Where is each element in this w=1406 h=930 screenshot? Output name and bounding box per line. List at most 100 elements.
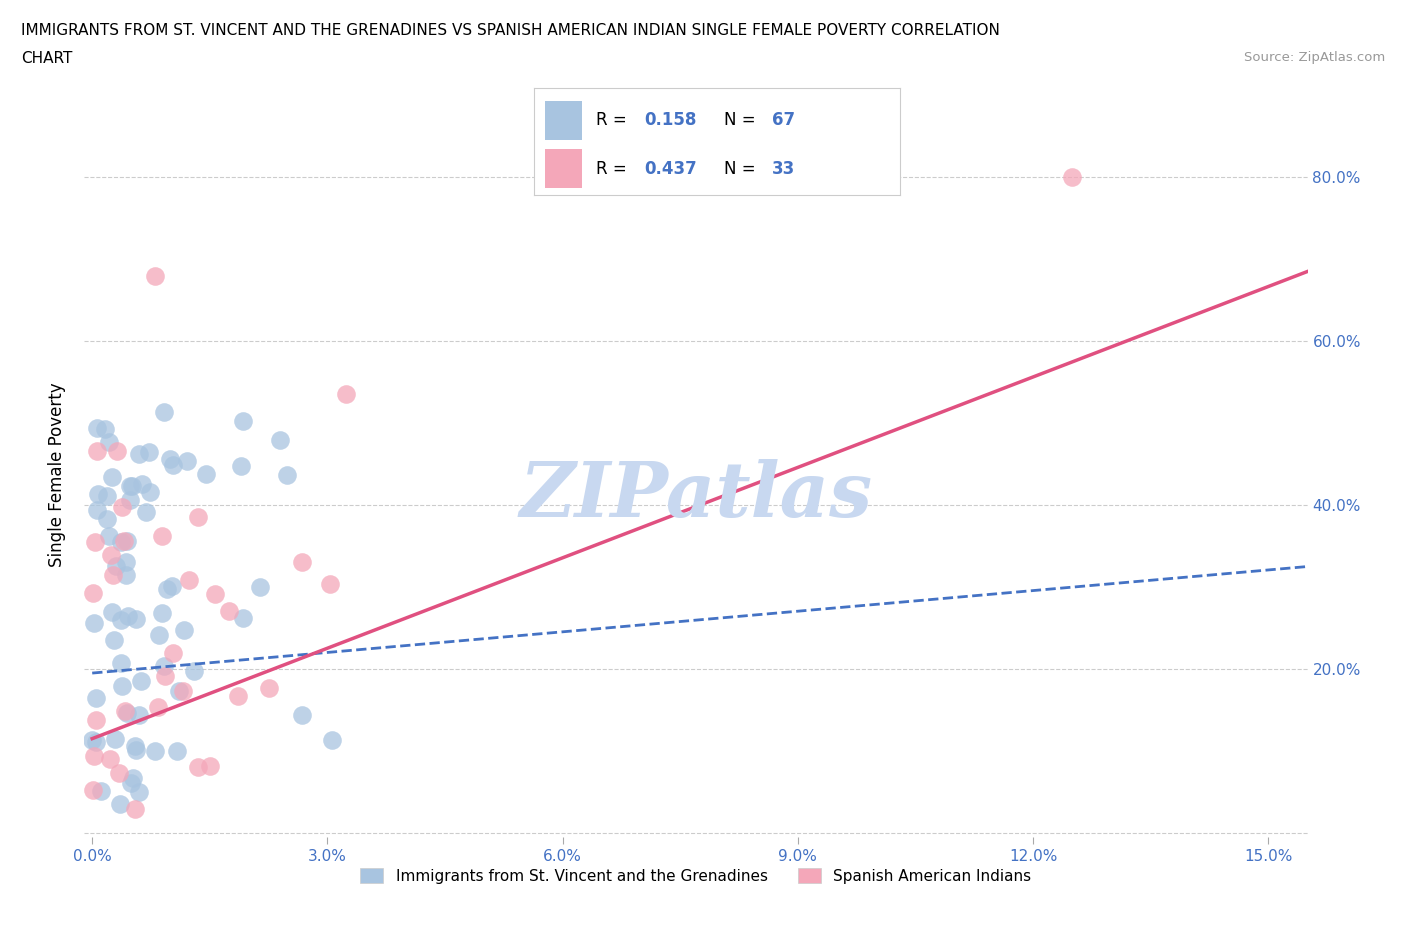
Point	[105, 443, 128, 458]
Point	[93, 422, 115, 437]
Point	[86, 421, 108, 436]
Point	[172, 684, 194, 698]
Point	[125, 612, 148, 627]
Text: 0.437: 0.437	[644, 160, 697, 178]
Point	[195, 467, 218, 482]
Point	[90, 784, 112, 799]
Point	[200, 759, 222, 774]
Text: N =: N =	[724, 112, 761, 129]
Point	[101, 470, 124, 485]
Point	[232, 611, 254, 626]
Point	[122, 770, 145, 785]
Point	[176, 454, 198, 469]
Point	[159, 452, 181, 467]
Point	[148, 628, 170, 643]
Point	[114, 554, 136, 569]
Point	[166, 744, 188, 759]
Point	[124, 743, 146, 758]
Point	[143, 743, 166, 758]
Text: 0.158: 0.158	[644, 112, 696, 129]
Point	[169, 684, 191, 699]
Point	[110, 656, 132, 671]
Point	[86, 502, 108, 517]
Point	[319, 577, 342, 591]
Text: 33: 33	[772, 160, 796, 178]
Text: Source: ZipAtlas.com: Source: ZipAtlas.com	[1244, 51, 1385, 64]
Point	[86, 734, 108, 749]
Point	[232, 414, 254, 429]
Point	[150, 605, 173, 620]
Point	[84, 690, 107, 705]
Point	[120, 776, 142, 790]
Point	[115, 706, 138, 721]
Point	[118, 479, 141, 494]
Point	[83, 616, 105, 631]
Point	[177, 572, 200, 587]
Point	[124, 739, 146, 754]
Point	[204, 586, 226, 601]
Point	[117, 609, 139, 624]
Point	[291, 708, 314, 723]
Point	[229, 458, 252, 473]
Point	[121, 478, 143, 493]
Point	[98, 751, 121, 766]
Point	[153, 668, 176, 683]
Point	[1062, 170, 1084, 185]
Point	[101, 604, 124, 619]
Point	[291, 555, 314, 570]
Point	[86, 712, 108, 727]
Point	[98, 434, 121, 449]
Point	[83, 749, 105, 764]
Text: R =: R =	[596, 112, 633, 129]
Point	[187, 510, 209, 525]
Point	[124, 802, 146, 817]
Point	[156, 582, 179, 597]
Point	[118, 493, 141, 508]
Point	[83, 535, 105, 550]
Point	[162, 645, 184, 660]
Point	[86, 444, 108, 458]
Point	[108, 765, 131, 780]
Point	[162, 458, 184, 472]
Point	[135, 505, 157, 520]
Text: CHART: CHART	[21, 51, 73, 66]
Point	[110, 535, 132, 550]
Point	[335, 387, 357, 402]
Point	[111, 499, 134, 514]
Point	[183, 664, 205, 679]
Point	[87, 486, 110, 501]
Point	[226, 689, 249, 704]
Point	[128, 446, 150, 461]
Point	[148, 699, 170, 714]
Point	[321, 733, 343, 748]
Text: ZIPatlas: ZIPatlas	[519, 459, 873, 533]
Point	[82, 733, 104, 748]
Point	[114, 703, 136, 718]
Point	[82, 585, 104, 600]
Point	[150, 528, 173, 543]
Text: IMMIGRANTS FROM ST. VINCENT AND THE GRENADINES VS SPANISH AMERICAN INDIAN SINGLE: IMMIGRANTS FROM ST. VINCENT AND THE GREN…	[21, 23, 1000, 38]
Bar	[546, 101, 582, 140]
Point	[139, 485, 162, 499]
Point	[249, 580, 271, 595]
Point	[104, 558, 127, 573]
Point	[111, 678, 134, 693]
Text: R =: R =	[596, 160, 633, 178]
Text: N =: N =	[724, 160, 761, 178]
Point	[218, 604, 240, 618]
Point	[173, 623, 195, 638]
Point	[269, 432, 291, 447]
Point	[100, 547, 122, 562]
Point	[187, 760, 209, 775]
Point	[110, 613, 132, 628]
Point	[128, 784, 150, 799]
Text: 67: 67	[772, 112, 794, 129]
Point	[104, 731, 127, 746]
Point	[160, 578, 183, 593]
Bar	[546, 150, 582, 188]
Point	[128, 708, 150, 723]
Point	[112, 534, 135, 549]
Y-axis label: Single Female Poverty: Single Female Poverty	[48, 382, 66, 566]
Point	[152, 658, 174, 673]
Point	[103, 632, 125, 647]
